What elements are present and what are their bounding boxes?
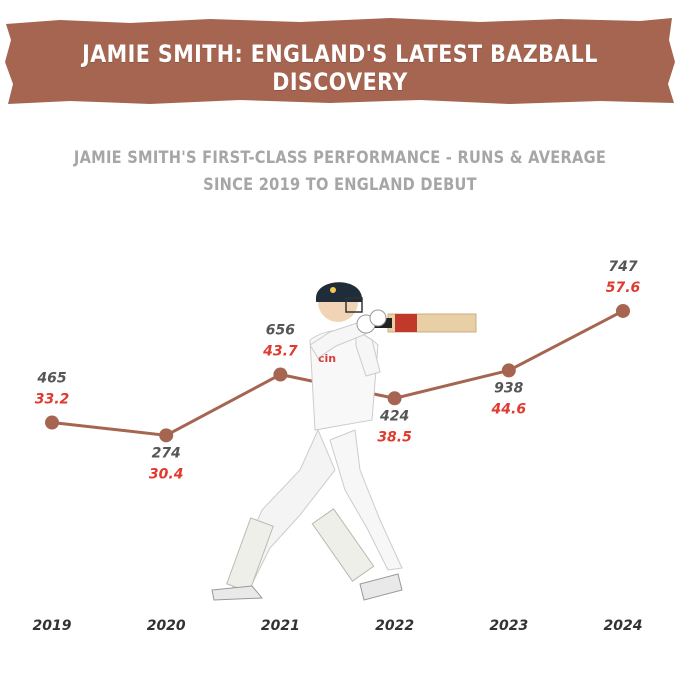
runs-label-2019: 465 [36, 371, 66, 387]
average-label-2022: 38.5 [377, 429, 412, 445]
x-tick-label-2023: 2023 [489, 618, 528, 634]
data-point-2020 [159, 428, 174, 443]
x-tick-label-2022: 2022 [375, 618, 414, 634]
label-layer: 465 33.2 2019 274 30.4 2020 656 43.7 2021 424 38.5… [33, 259, 643, 634]
data-point-2021 [273, 367, 288, 382]
banner-brush-shape [5, 18, 675, 104]
chart-title: JAMIE SMITH'S FIRST-CLASS PERFORMANCE - … [48, 145, 633, 199]
average-label-2020: 30.4 [149, 466, 184, 482]
data-point-2022 [387, 391, 402, 406]
chart-title-line-1: JAMIE SMITH'S FIRST-CLASS PERFORMANCE - … [73, 148, 607, 168]
data-point-2023 [501, 363, 516, 378]
runs-label-2021: 656 [266, 323, 295, 339]
average-label-2021: 43.7 [262, 344, 298, 360]
data-point-2024 [616, 303, 630, 318]
average-label-2019: 33.2 [35, 392, 70, 408]
title-banner [5, 18, 675, 104]
cricket-batsman-icon: cin [211, 282, 477, 601]
x-tick-label-2021: 2021 [261, 618, 300, 634]
runs-label-2022: 424 [379, 408, 409, 424]
runs-label-2024: 747 [608, 259, 637, 275]
runs-label-2023: 938 [494, 380, 523, 396]
runs-label-2020: 274 [152, 445, 181, 461]
x-tick-label-2024: 2024 [604, 618, 643, 634]
banner-title: JAMIE SMITH: ENGLAND'S LATEST BAZBALL DI… [82, 40, 598, 96]
average-label-2024: 57.6 [606, 280, 641, 296]
x-tick-label-2019: 2019 [33, 618, 72, 634]
data-point-2019 [45, 415, 59, 430]
chart-title-line-2: SINCE 2019 TO ENGLAND DEBUT [203, 175, 477, 195]
average-label-2023: 44.6 [491, 401, 527, 417]
x-tick-label-2020: 2020 [147, 618, 186, 634]
